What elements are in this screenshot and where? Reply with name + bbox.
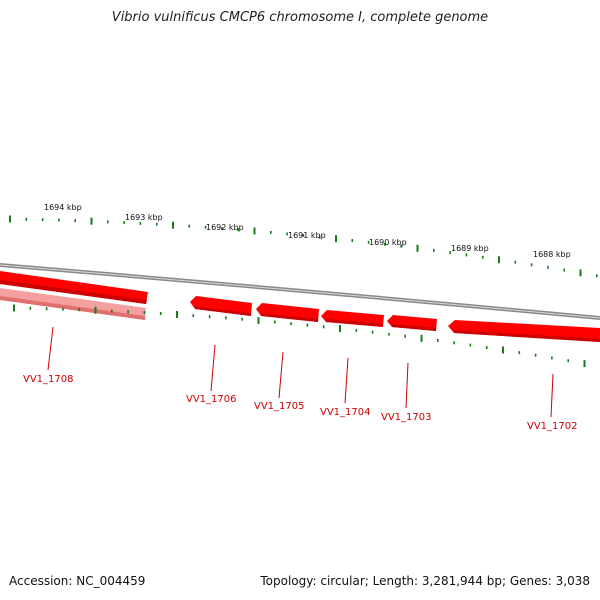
kbp-label: 1691 kbp [288, 231, 326, 240]
gene-arc-inner-light-shade [0, 296, 145, 320]
kbp-label: 1688 kbp [533, 250, 571, 259]
gene-leader-line [405, 362, 409, 409]
gene-leader-line [550, 373, 554, 418]
gene-arrow-vv1-1704[interactable] [321, 310, 384, 327]
gene-leader-line [47, 326, 54, 371]
backbone-ring-highlight [0, 264, 600, 319]
map-title: Vibrio vulnificus CMCP6 chromosome I, co… [111, 10, 489, 25]
gene-label-vv1-1702[interactable]: VV1_1702 [527, 421, 578, 432]
kbp-label: 1693 kbp [125, 213, 163, 222]
kbp-label: 1690 kbp [369, 238, 407, 247]
gene-label-vv1-1704[interactable]: VV1_1704 [320, 407, 371, 418]
gene-arrow-vv1-1702[interactable] [448, 320, 600, 342]
gene-arc-outer-shade [0, 280, 147, 304]
gene-label-vv1-1706[interactable]: VV1_1706 [186, 394, 237, 405]
outer-tick-marks [9, 215, 598, 278]
kbp-label: 1689 kbp [451, 244, 489, 253]
gene-arrow-vv1-1705[interactable] [256, 303, 319, 322]
accession-label: Accession: NC_004459 [9, 574, 146, 588]
kbp-label: 1694 kbp [44, 203, 82, 212]
gene-label-vv1-1708[interactable]: VV1_1708 [23, 374, 74, 385]
gene-leader-line [344, 357, 349, 404]
gene-label-vv1-1705[interactable]: VV1_1705 [254, 401, 305, 412]
gene-leader-line [210, 344, 216, 392]
gene-label-vv1-1703[interactable]: VV1_1703 [381, 412, 432, 423]
gene-leader-line [278, 351, 284, 399]
kbp-label: 1692 kbp [206, 223, 244, 232]
topology-label: Topology: circular; Length: 3,281,944 bp… [260, 574, 590, 588]
gene-arrow-vv1-1703[interactable] [387, 315, 437, 331]
gene-arrow-vv1-1706[interactable] [190, 296, 252, 316]
inner-tick-marks [13, 304, 586, 368]
